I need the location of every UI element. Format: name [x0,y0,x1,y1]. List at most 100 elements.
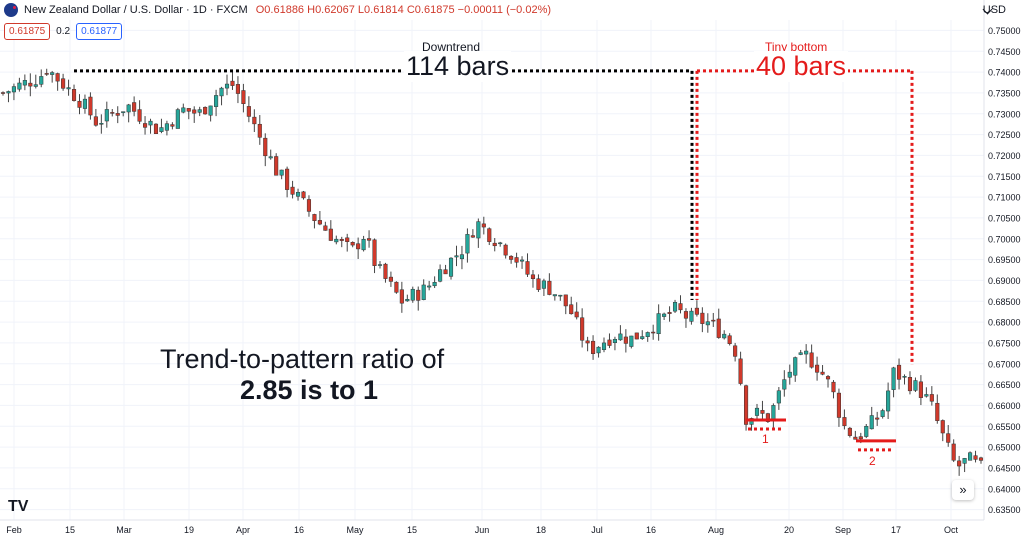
candle-body [214,95,219,107]
candle-body [618,333,623,341]
candle [126,103,131,123]
candle-body [93,116,98,126]
candle [115,106,120,124]
candle-body [907,377,913,392]
candle [257,115,262,145]
candle-body [416,289,421,301]
candle-body [705,321,710,326]
candle [957,455,962,476]
candle-body [853,436,858,440]
candle [61,73,66,91]
candle-body [978,457,984,461]
candle [11,83,16,101]
high-value: H0.62067 [307,4,355,16]
candle-body [290,186,295,195]
candle-body [274,156,279,176]
candle-body [432,282,437,287]
candle-body [651,331,656,334]
symbol-title[interactable]: New Zealand Dollar / U.S. Dollar · 1D · … [24,4,248,16]
candle-body [44,73,49,75]
candle [962,457,967,473]
candle-body [951,443,956,461]
candle-body [918,381,923,398]
candle [891,366,896,398]
candle [132,96,137,117]
candle [345,233,350,252]
candle-body [738,358,743,384]
currency-label[interactable]: USD [982,4,1006,16]
candle-body [793,357,798,376]
candle-body [847,427,852,436]
price-tick-label: 0.71500 [988,172,1021,182]
candle-body [754,407,760,416]
candle [918,375,923,406]
time-tick-label: Apr [236,525,250,535]
candle [820,365,825,376]
candle [148,118,153,134]
candle [339,236,344,248]
bid-ask-row: 0.61875 0.2 0.61877 [4,23,123,40]
candle [853,430,858,440]
candle [744,384,749,431]
candle [547,273,552,296]
candle-body [804,350,809,355]
price-tick-label: 0.72500 [988,130,1021,140]
candle-body [782,379,787,390]
price-tick-label: 0.68000 [988,318,1021,328]
candle-body [186,108,191,112]
candle [968,451,973,461]
candle-body [569,304,574,315]
price-tick-label: 0.73500 [988,88,1021,98]
candle-body [634,332,639,340]
scroll-to-realtime-button[interactable]: » [952,480,974,500]
candle-body [962,458,967,464]
candle [279,169,284,180]
candle [192,106,197,123]
price-tick-label: 0.63500 [988,505,1021,515]
candle-body [181,107,186,113]
candle-body [372,239,377,266]
candle-body [940,420,945,434]
candle-body [312,214,317,221]
candle [869,406,874,430]
candle-body [558,294,563,297]
ask-price-box[interactable]: 0.61877 [76,23,123,40]
ratio-text-line2: 2.85 is to 1 [240,375,379,405]
candle-body [421,284,426,300]
candle [6,90,11,103]
price-tick-label: 0.70000 [988,234,1021,244]
candle [886,382,891,419]
candle [443,264,448,275]
candle-body [902,376,907,378]
candle-body [585,340,590,344]
candle [727,333,732,346]
price-tick-label: 0.69000 [988,276,1021,286]
tiny-bottom-bars-count: 40 bars [754,51,849,82]
candle-body [470,235,475,238]
candle [476,218,481,248]
candle-body [295,192,301,197]
candle-body [77,100,82,108]
close-value: C0.61875 [406,4,455,16]
candle-body [257,123,262,138]
candle [394,281,399,294]
candle [831,380,836,399]
candle-body [771,405,776,421]
candle [536,274,541,292]
candle [219,86,224,106]
candle-body [607,339,612,346]
candle-body [377,264,383,266]
candle [651,324,656,340]
candle [230,71,235,90]
candle [208,105,213,122]
spread-value: 0.2 [56,26,71,37]
candle [776,387,781,410]
candle-body [410,288,415,301]
downtrend-bars-count: 114 bars [404,51,512,82]
time-tick-label: Feb [6,525,22,535]
candle [481,216,486,235]
bid-price-box[interactable]: 0.61875 [4,23,51,40]
candle [825,375,831,388]
candle [711,312,716,327]
